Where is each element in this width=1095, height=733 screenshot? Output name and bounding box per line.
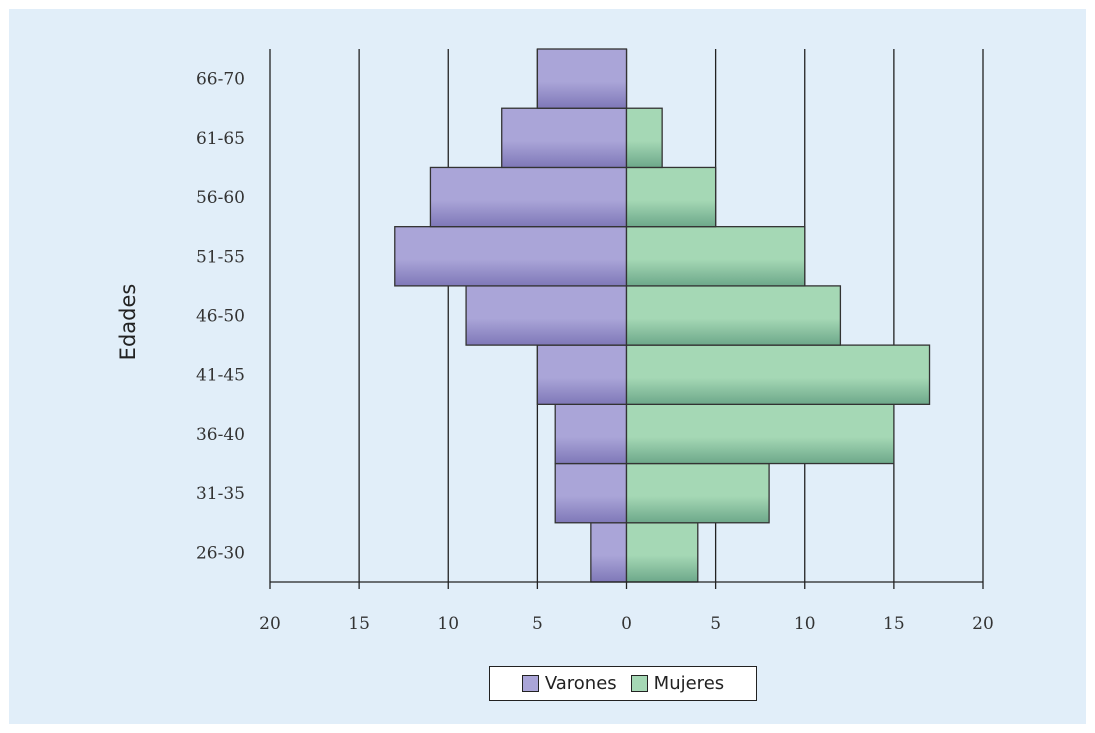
x-tick-label: 10: [794, 614, 816, 634]
bar-varones-31-35: [554, 462, 628, 524]
bar-mujeres-31-35: [625, 462, 770, 524]
legend-entry-varones: Varones: [521, 673, 617, 694]
y-tick-label: 61-65: [196, 129, 245, 149]
y-tick-label: 31-35: [196, 484, 245, 504]
bar-varones-56-60: [429, 166, 628, 228]
bar-varones-46-50: [465, 285, 628, 346]
x-tick-label: 5: [710, 614, 721, 634]
bar-mujeres-51-55: [625, 226, 806, 287]
y-tick-labels: 26-30 31-35 36-40 41-45 46-50 51-55 56-60 61-65…: [196, 70, 245, 564]
y-tick-label: 66-70: [196, 70, 245, 90]
bar-mujeres-26-30: [625, 522, 699, 583]
x-tick-label: 15: [348, 614, 370, 634]
y-tick-label: 56-60: [196, 188, 245, 208]
y-tick-label: 26-30: [196, 543, 245, 563]
legend-entry-mujeres: Mujeres: [630, 673, 725, 694]
x-tick-label: 0: [621, 614, 632, 634]
bar-varones-66-70: [536, 48, 628, 109]
bar-mujeres-46-50: [625, 285, 842, 346]
y-tick-label: 51-55: [196, 247, 245, 267]
x-tick-labels: 20 15 10 5 0 5 10 15 20: [259, 614, 994, 634]
y-tick-label: 41-45: [196, 366, 245, 386]
x-tick-label: 15: [883, 614, 905, 634]
bar-varones-36-40: [554, 403, 628, 465]
y-axis-title: Edades: [116, 284, 140, 361]
bar-varones-51-55: [394, 226, 628, 287]
legend-label-mujeres: Mujeres: [653, 673, 725, 694]
bar-mujeres-61-65: [625, 107, 663, 169]
bar-varones-61-65: [501, 107, 628, 169]
bar-mujeres-56-60: [625, 166, 717, 228]
x-tick-label: 10: [437, 614, 459, 634]
x-tick-label: 20: [259, 614, 281, 634]
axes: [269, 581, 984, 589]
y-tick-label: 46-50: [196, 307, 245, 327]
legend-label-varones: Varones: [544, 673, 617, 694]
bars: [394, 48, 931, 583]
x-tick-label: 20: [972, 614, 994, 634]
x-tick-label: 5: [532, 614, 543, 634]
y-tick-label: 36-40: [196, 425, 245, 445]
bar-mujeres-36-40: [625, 403, 895, 465]
legend-swatch-varones: [521, 675, 539, 692]
legend-swatch-mujeres: [630, 675, 648, 692]
bar-mujeres-41-45: [625, 344, 931, 405]
legend: Varones Mujeres: [489, 666, 757, 701]
bar-varones-26-30: [590, 522, 628, 583]
bar-varones-41-45: [536, 344, 628, 405]
